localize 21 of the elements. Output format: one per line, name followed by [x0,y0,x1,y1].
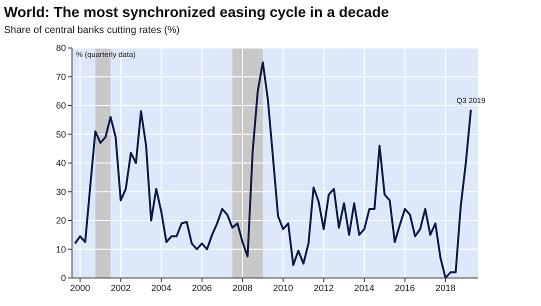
x-tick-label: 2010 [273,283,294,293]
y-tick-label: 0 [60,273,66,284]
x-tick-label: 2016 [394,283,415,293]
x-tick-label: 2000 [70,283,90,293]
chart-title: World: The most synchronized easing cycle in a decade [4,5,389,21]
y-tick-label: 40 [56,158,66,168]
x-tick-label: 2002 [110,283,131,293]
x-tick-label: 2018 [436,283,456,293]
y-tick-label: 70 [56,72,66,82]
x-tick-label: 2008 [232,283,253,293]
y-tick-label: 50 [56,129,66,140]
y-tick-label: 20 [56,216,66,226]
x-tick-label: 2006 [192,283,212,293]
y-tick-label: 80 [56,43,66,54]
x-tick-label: 2004 [151,283,172,293]
y-tick-label: 60 [56,100,66,111]
x-tick-label: 2012 [314,283,334,293]
y-tick-label: 30 [56,186,66,197]
chart-subtitle: Share of central banks cutting rates (%) [4,25,180,36]
x-tick-label: 2014 [354,283,374,293]
y-tick-label: 10 [56,244,66,254]
